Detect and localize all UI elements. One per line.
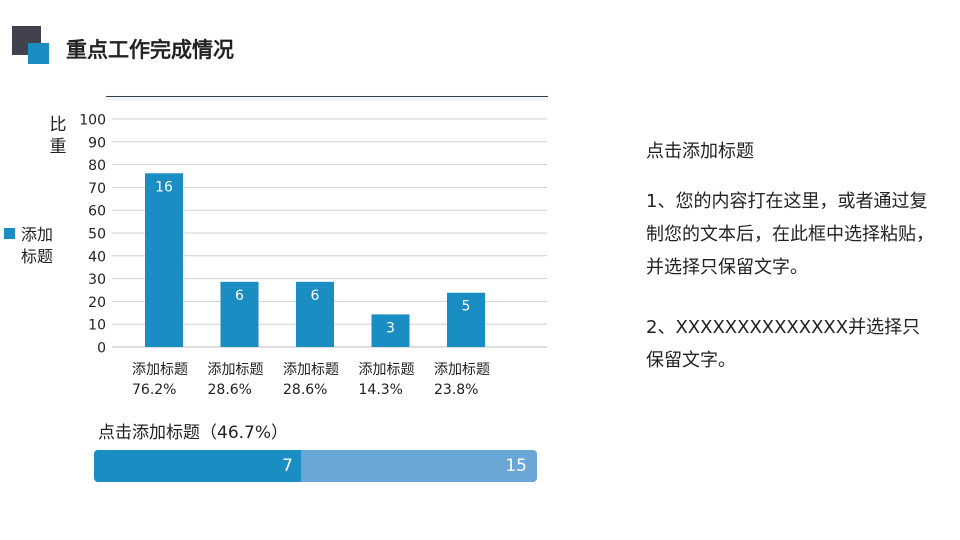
data-label: 6	[235, 288, 244, 304]
y-tick-label: 50	[88, 227, 106, 243]
y-tick-label: 60	[88, 204, 106, 220]
panel-spacer	[646, 284, 936, 311]
data-label: 6	[311, 288, 320, 304]
y-tick-label: 30	[88, 272, 106, 288]
data-label: 5	[462, 299, 471, 315]
bar	[371, 314, 410, 347]
y-axis-label: 比重	[49, 115, 67, 157]
header-divider	[106, 96, 548, 97]
data-label: 16	[155, 179, 173, 195]
bar	[447, 292, 485, 347]
bar	[145, 173, 183, 347]
bar	[296, 281, 334, 347]
progress-done-value: 7	[282, 456, 293, 476]
x-category-label: 添加标题	[359, 362, 415, 378]
progress-fill: 7	[94, 450, 301, 482]
bar	[220, 281, 259, 347]
y-tick-label: 10	[88, 318, 106, 334]
page-title: 重点工作完成情况	[66, 38, 234, 62]
text-panel: 点击添加标题 1、您的内容打在这里，或者通过复制您的文本后，在此框中选择粘贴，并…	[646, 138, 936, 377]
x-category-label: 添加标题	[132, 362, 188, 378]
legend-label: 添加标题	[21, 225, 54, 266]
x-percent-label: 28.6%	[283, 382, 327, 398]
x-category-label: 添加标题	[434, 362, 490, 378]
data-label: 3	[386, 320, 395, 336]
panel-title: 点击添加标题	[646, 141, 754, 162]
panel-paragraph-2: 2、XXXXXXXXXXXXXX并选择只保留文字。	[646, 317, 921, 371]
y-tick-label: 100	[79, 113, 106, 129]
x-percent-label: 14.3%	[359, 382, 403, 398]
x-category-label: 添加标题	[283, 362, 339, 378]
y-tick-label: 40	[88, 249, 106, 265]
legend-swatch	[4, 228, 15, 239]
x-category-label: 添加标题	[208, 362, 264, 378]
progress-total-value: 15	[505, 456, 527, 476]
x-percent-label: 23.8%	[434, 382, 478, 398]
y-tick-label: 80	[88, 158, 106, 174]
x-percent-label: 28.6%	[208, 382, 252, 398]
y-tick-label: 90	[88, 135, 106, 151]
x-percent-label: 76.2%	[132, 382, 176, 398]
panel-paragraph-1: 1、您的内容打在这里，或者通过复制您的文本后，在此框中选择粘贴，并选择只保留文字…	[646, 191, 934, 278]
progress-bar: 7 15	[94, 450, 537, 482]
progress-label: 点击添加标题（46.7%）	[98, 423, 289, 443]
logo-blue-square	[28, 43, 49, 64]
chart-legend: 添加标题	[4, 224, 61, 268]
y-tick-label: 70	[88, 181, 106, 197]
y-tick-label: 20	[88, 295, 106, 311]
y-tick-label: 0	[97, 341, 106, 357]
